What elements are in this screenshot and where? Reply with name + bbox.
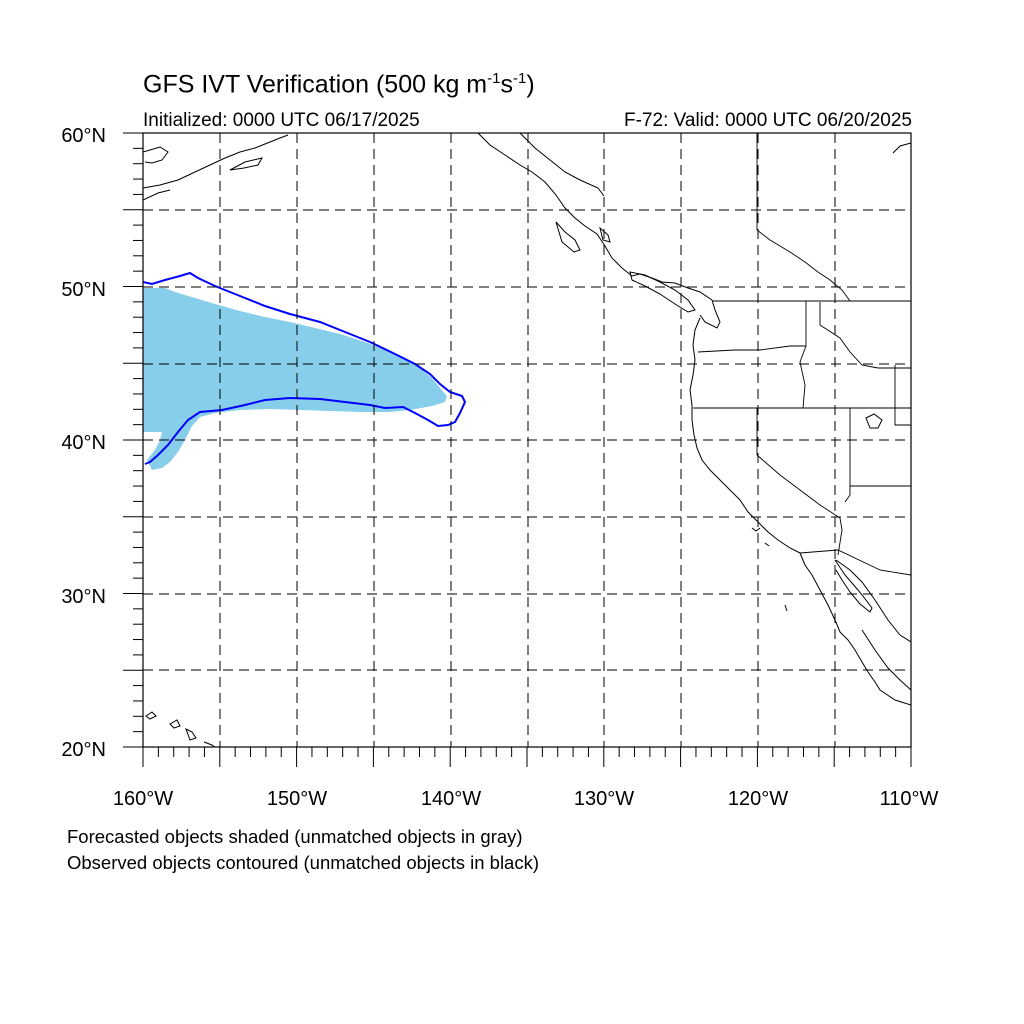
title-exp-1: -1 [487,70,501,87]
axis-ticks [123,132,912,767]
lat-label-20n: 20°N [61,739,106,761]
init-time-label: Initialized: 0000 UTC 06/17/2025 [143,110,420,131]
lon-label-110w: 110°W [880,788,939,810]
title-end: ) [526,70,535,99]
map-title: GFS IVT Verification (500 kg m-1s-1) [143,70,535,99]
lon-label-120w: 120°W [728,788,788,810]
lat-label-50n: 50°N [61,279,106,301]
footnote-observed: Observed objects contoured (unmatched ob… [67,852,540,873]
coastlines [143,133,911,747]
lon-label-160w: 160°W [113,788,173,810]
title-main: GFS IVT Verification (500 kg m [143,70,488,99]
state-borders [693,133,911,576]
lat-label-40n: 40°N [61,432,106,454]
title-exp-2: -1 [512,70,527,87]
title-mid: s [500,70,513,99]
forecast-ivt-object [143,288,447,470]
lon-label-130w: 130°W [574,788,634,810]
valid-time-label: F-72: Valid: 0000 UTC 06/20/2025 [624,110,912,131]
lon-labels: 160°W 150°W 140°W 130°W 120°W 110°W [113,788,939,810]
lat-labels: 20°N 30°N 40°N 50°N 60°N [61,125,106,761]
lat-label-30n: 30°N [61,586,106,608]
lon-label-140w: 140°W [421,788,481,810]
lat-label-60n: 60°N [61,125,106,147]
observed-ivt-contour [143,271,467,465]
graticule [143,133,911,747]
footnote-forecast: Forecasted objects shaded (unmatched obj… [67,826,523,847]
lon-label-150w: 150°W [267,788,327,810]
